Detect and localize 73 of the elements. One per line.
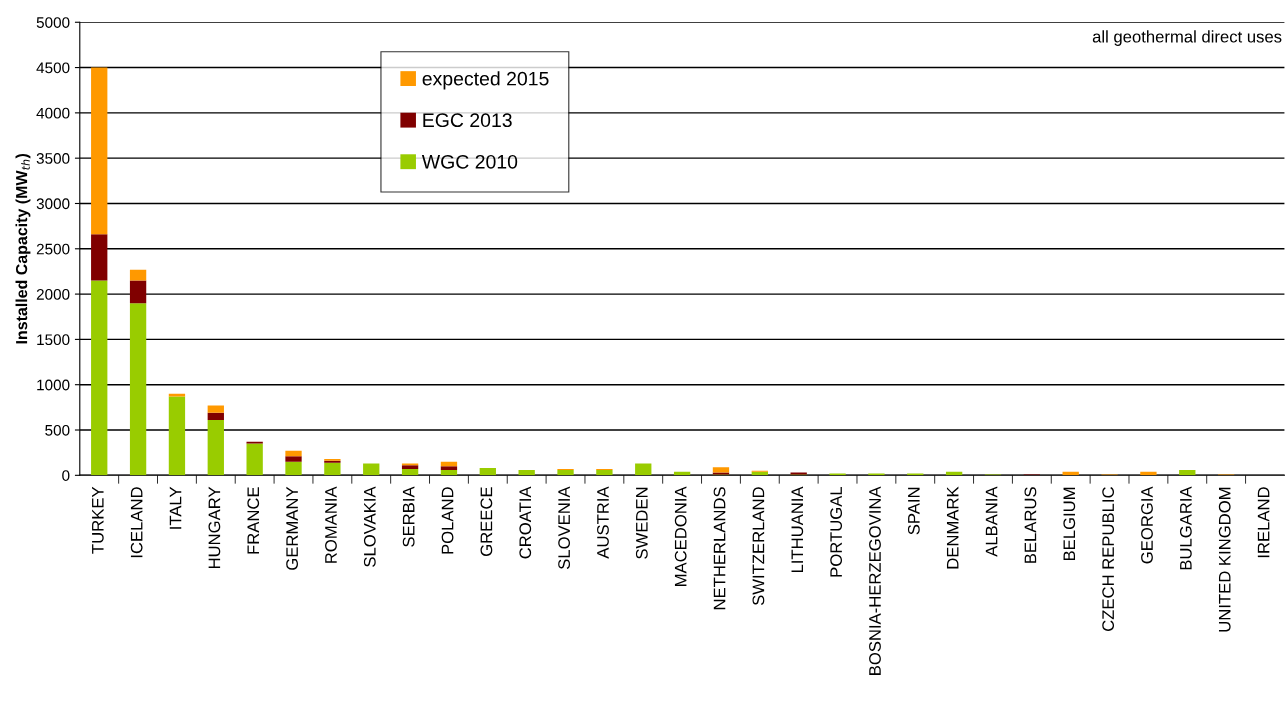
annotation: all geothermal direct uses <box>1092 30 1282 46</box>
x-tick-label: BELARUS <box>1024 487 1037 563</box>
bar <box>91 234 108 281</box>
x-tick-label: SPAIN <box>907 487 920 535</box>
y-tick-label: 2000 <box>36 288 70 300</box>
x-tick-label: TURKEY <box>92 486 104 554</box>
x-tick-label: GEORGIA <box>1141 486 1153 564</box>
x-tick-label: SLOVAKIA <box>363 486 376 567</box>
x-tick-label: DENMARK <box>946 486 959 569</box>
legend-label: WGC 2010 <box>421 154 518 169</box>
bar <box>207 405 224 413</box>
bar <box>324 462 341 476</box>
x-tick-label: GREECE <box>480 487 493 556</box>
bar <box>168 396 186 476</box>
x-tick-label: BOSNIA-HERZEGOVINA <box>869 486 881 675</box>
bar <box>518 469 535 476</box>
x-tick-label: FRANCE <box>247 487 260 554</box>
legend-label: EGC 2013 <box>423 113 512 128</box>
bar <box>440 469 458 476</box>
x-tick-label: ROMANIA <box>325 486 337 563</box>
bar <box>635 463 652 476</box>
bar <box>91 67 108 235</box>
x-tick-label: LITHUANIA <box>791 486 804 573</box>
y-tick-label: 3000 <box>36 198 70 210</box>
x-tick-label: MACEDONIA <box>674 486 687 586</box>
x-tick-label: BULGARIA <box>1179 486 1192 570</box>
bar <box>285 450 302 457</box>
bar <box>401 468 419 476</box>
x-tick-label: AUSTRIA <box>597 486 609 559</box>
y-tick-label: 1000 <box>37 379 70 391</box>
bar <box>440 466 458 470</box>
y-tick-label: 2500 <box>36 243 70 255</box>
bar <box>1179 469 1196 476</box>
bar <box>557 469 574 476</box>
x-tick-label: NETHERLANDS <box>713 487 726 610</box>
bar <box>363 463 380 476</box>
y-tick-label: 4000 <box>36 107 70 119</box>
bar <box>207 412 224 421</box>
y-tick-label: 0 <box>62 470 70 481</box>
x-tick-label: SLOVENIA <box>558 486 571 570</box>
x-tick-label: ITALY <box>169 486 182 529</box>
x-tick-label: SERBIA <box>402 486 415 547</box>
x-tick-label: SWITZERLAND <box>752 487 765 606</box>
bar <box>285 461 302 476</box>
x-tick-label: BELGIUM <box>1063 487 1076 561</box>
x-tick-label: POLAND <box>441 487 454 554</box>
bar <box>91 280 108 476</box>
bar <box>129 303 147 476</box>
y-tick-label: 3500 <box>36 153 70 164</box>
y-tick-label: 1500 <box>37 334 70 346</box>
bar <box>129 280 147 304</box>
bar <box>246 443 263 476</box>
y-tick-label: 4500 <box>36 62 70 74</box>
x-tick-label: CZECH REPUBLIC <box>1102 487 1115 631</box>
bar <box>285 456 302 462</box>
x-tick-label: CROATIA <box>519 486 532 559</box>
bar <box>712 467 730 473</box>
bar <box>129 269 147 281</box>
x-tick-label: HUNGARY <box>208 486 221 569</box>
legend-label: expected 2015 <box>422 71 549 90</box>
bar <box>479 468 496 476</box>
x-tick-label: PORTUGAL <box>830 486 843 577</box>
x-tick-label: GERMANY <box>286 486 298 570</box>
x-tick-label: IRELAND <box>1257 487 1270 558</box>
x-tick-label: ALBANIA <box>985 486 998 557</box>
bar <box>207 420 224 476</box>
x-tick-label: SWEDEN <box>635 487 648 559</box>
x-tick-label: ICELAND <box>130 487 143 558</box>
y-axis-title: Installed Capacity (MW$_{th}$) <box>15 153 31 344</box>
y-tick-label: 5000 <box>36 17 70 28</box>
bar <box>596 469 613 476</box>
x-tick-label: UNITED KINGDOM <box>1218 487 1231 632</box>
y-tick-label: 500 <box>45 424 70 436</box>
